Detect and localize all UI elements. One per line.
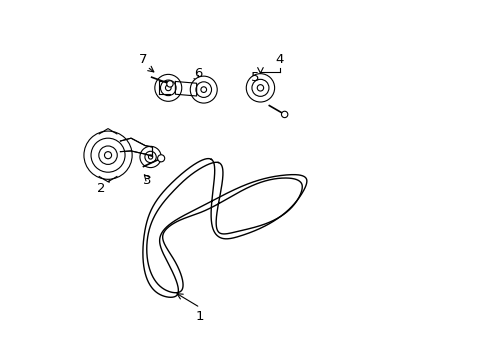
Circle shape [99,146,117,165]
Polygon shape [159,81,170,94]
Circle shape [140,146,161,168]
Circle shape [251,79,268,96]
Text: 4: 4 [275,53,284,66]
Text: 3: 3 [142,174,151,187]
Circle shape [155,75,182,101]
Text: 5: 5 [250,71,259,84]
Circle shape [190,76,217,103]
Circle shape [91,138,125,172]
Circle shape [165,85,171,91]
Polygon shape [120,138,152,156]
Circle shape [84,131,132,179]
Circle shape [281,111,287,118]
Circle shape [196,82,211,98]
Text: 1: 1 [196,310,204,323]
Circle shape [160,80,176,96]
Polygon shape [175,81,196,96]
Circle shape [166,81,173,87]
Circle shape [246,74,274,102]
Circle shape [104,152,111,159]
Circle shape [201,87,206,93]
Text: 2: 2 [97,183,105,195]
Circle shape [257,85,263,91]
Circle shape [144,151,156,163]
Circle shape [148,155,152,159]
Circle shape [157,155,164,162]
Text: 6: 6 [194,67,202,80]
Text: 7: 7 [139,53,147,66]
